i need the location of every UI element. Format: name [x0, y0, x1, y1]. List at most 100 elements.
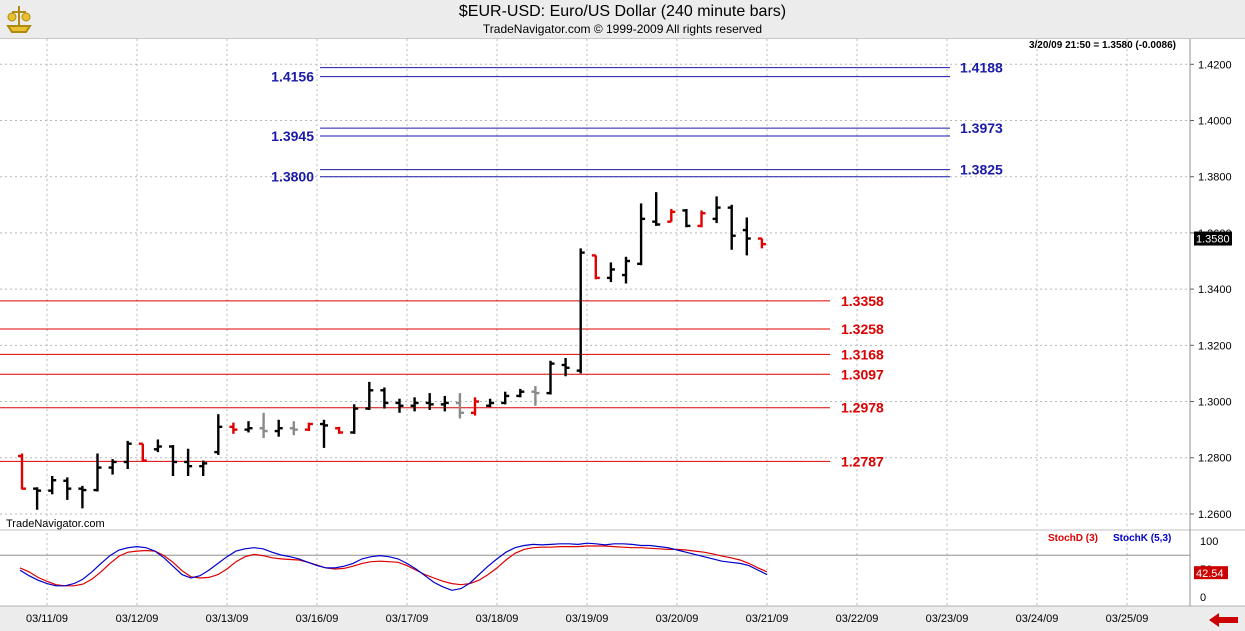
ohlc-bar	[757, 237, 766, 249]
price-panel	[0, 39, 1245, 528]
ohlc-bar	[471, 397, 479, 416]
support-level-label: 1.2978	[841, 400, 884, 416]
date-tick-label: 03/18/09	[476, 613, 519, 625]
price-tick-label: 1.3400	[1198, 284, 1232, 296]
last-price-label: 1.3580	[1196, 234, 1230, 246]
resistance-level-label: 1.4156	[271, 69, 314, 85]
ohlc-bar	[169, 445, 177, 477]
ohlc-bar	[395, 398, 404, 413]
ohlc-bar	[259, 412, 268, 439]
ohlc-bar	[455, 393, 464, 419]
ohlc-bar	[486, 398, 495, 408]
ohlc-bar	[742, 217, 751, 256]
resistance-level-label: 1.4188	[960, 60, 1003, 76]
ohlc-bar	[591, 254, 600, 280]
date-tick-label: 03/19/09	[566, 613, 609, 625]
stoch-tick-label: 100	[1200, 536, 1218, 548]
ohlc-bar	[425, 393, 434, 410]
price-tick-label: 1.2600	[1198, 509, 1232, 521]
ohlc-bar	[727, 204, 736, 250]
watermark-text: TradeNavigator.com	[6, 518, 105, 530]
date-tick-label: 03/24/09	[1016, 613, 1059, 625]
resistance-level-label: 1.3973	[960, 120, 1003, 136]
ohlc-bar	[93, 453, 102, 492]
ohlc-bar	[531, 386, 540, 406]
ohlc-bar	[199, 460, 208, 477]
ohlc-bar	[138, 442, 147, 462]
copyright-text: TradeNavigator.com © 1999-2009 All right…	[482, 22, 763, 36]
date-tick-label: 03/17/09	[386, 613, 429, 625]
date-tick-label: 03/21/09	[746, 613, 789, 625]
ohlc-bar	[274, 419, 283, 437]
date-tick-label: 03/20/09	[656, 613, 699, 625]
stoch-value-label: 42.54	[1196, 568, 1224, 580]
stoch-value-marker	[1194, 566, 1228, 580]
ohlc-bar	[365, 381, 374, 410]
ohlc-bar	[637, 203, 646, 266]
stoch-d-legend: StochD (3)	[1048, 533, 1098, 544]
ohlc-bar	[153, 439, 162, 453]
date-axis-band	[0, 606, 1245, 631]
ohlc-bar	[320, 419, 328, 448]
ohlc-bar	[33, 487, 42, 510]
price-tick-label: 1.4200	[1198, 59, 1232, 71]
ohlc-bar	[440, 395, 449, 412]
ohlc-bar	[682, 209, 691, 228]
trade-navigator-logo-icon	[6, 6, 32, 33]
status-line: 3/20/09 21:50 = 1.3580 (-0.0086)	[1029, 40, 1176, 51]
chart-header: $EUR-USD: Euro/US Dollar (240 minute bar…	[0, 0, 1245, 39]
ohlc-bar	[516, 388, 525, 398]
stoch-tick-label: 0	[1200, 592, 1206, 604]
ohlc-bar	[380, 387, 389, 409]
resistance-level-label: 1.3800	[271, 169, 314, 185]
price-tick-label: 1.3800	[1198, 172, 1232, 184]
date-tick-label: 03/16/09	[296, 613, 339, 625]
ohlc-bar	[335, 426, 344, 434]
ohlc-bar	[229, 422, 238, 434]
ohlc-bar	[576, 248, 585, 374]
ohlc-bar	[622, 256, 630, 284]
ohlc-bar	[244, 421, 253, 433]
ohlc-bar	[712, 196, 721, 224]
ohlc-bar	[48, 476, 57, 495]
price-tick-label: 1.3200	[1198, 340, 1232, 352]
ohlc-bar	[546, 360, 555, 395]
support-level-label: 1.3258	[841, 321, 884, 337]
ohlc-bar	[63, 477, 72, 500]
ohlc-bar	[214, 414, 223, 455]
price-tick-label: 1.3000	[1198, 397, 1232, 409]
support-level-label: 1.3168	[841, 346, 884, 362]
support-level-label: 1.3097	[841, 366, 884, 382]
support-level-label: 1.2787	[841, 453, 884, 469]
ohlc-bar	[350, 404, 359, 434]
stoch-d-line	[19, 545, 768, 587]
stoch-k-line	[19, 542, 768, 591]
date-tick-label: 03/22/09	[836, 613, 879, 625]
ohlc-bar	[184, 448, 193, 477]
ohlc-bar	[606, 262, 615, 283]
stoch-k-legend: StochK (5,3)	[1113, 533, 1171, 544]
ohlc-bar	[501, 391, 510, 405]
price-tick-label: 1.2800	[1198, 453, 1232, 465]
price-tick-label: 1.4000	[1198, 116, 1232, 128]
date-tick-label: 03/25/09	[1106, 613, 1149, 625]
ohlc-bar	[18, 453, 26, 490]
resistance-level-label: 1.3945	[271, 128, 314, 144]
scroll-left-arrow-icon	[1209, 613, 1238, 627]
support-level-label: 1.3358	[841, 293, 884, 309]
stochastic-panel	[0, 530, 1245, 605]
ohlc-bar	[123, 440, 132, 469]
resistance-level-label: 1.3825	[960, 162, 1003, 178]
ohlc-bar	[78, 485, 87, 509]
date-tick-label: 03/13/09	[206, 613, 249, 625]
chart-title: $EUR-USD: Euro/US Dollar (240 minute bar…	[458, 3, 787, 20]
last-price-marker	[1194, 231, 1232, 246]
ohlc-bar	[697, 210, 706, 228]
ohlc-bar	[667, 209, 676, 223]
ohlc-bar	[410, 397, 419, 412]
ohlc-bar	[304, 422, 313, 432]
ohlc-bar	[289, 421, 298, 436]
ohlc-bar	[108, 459, 117, 475]
